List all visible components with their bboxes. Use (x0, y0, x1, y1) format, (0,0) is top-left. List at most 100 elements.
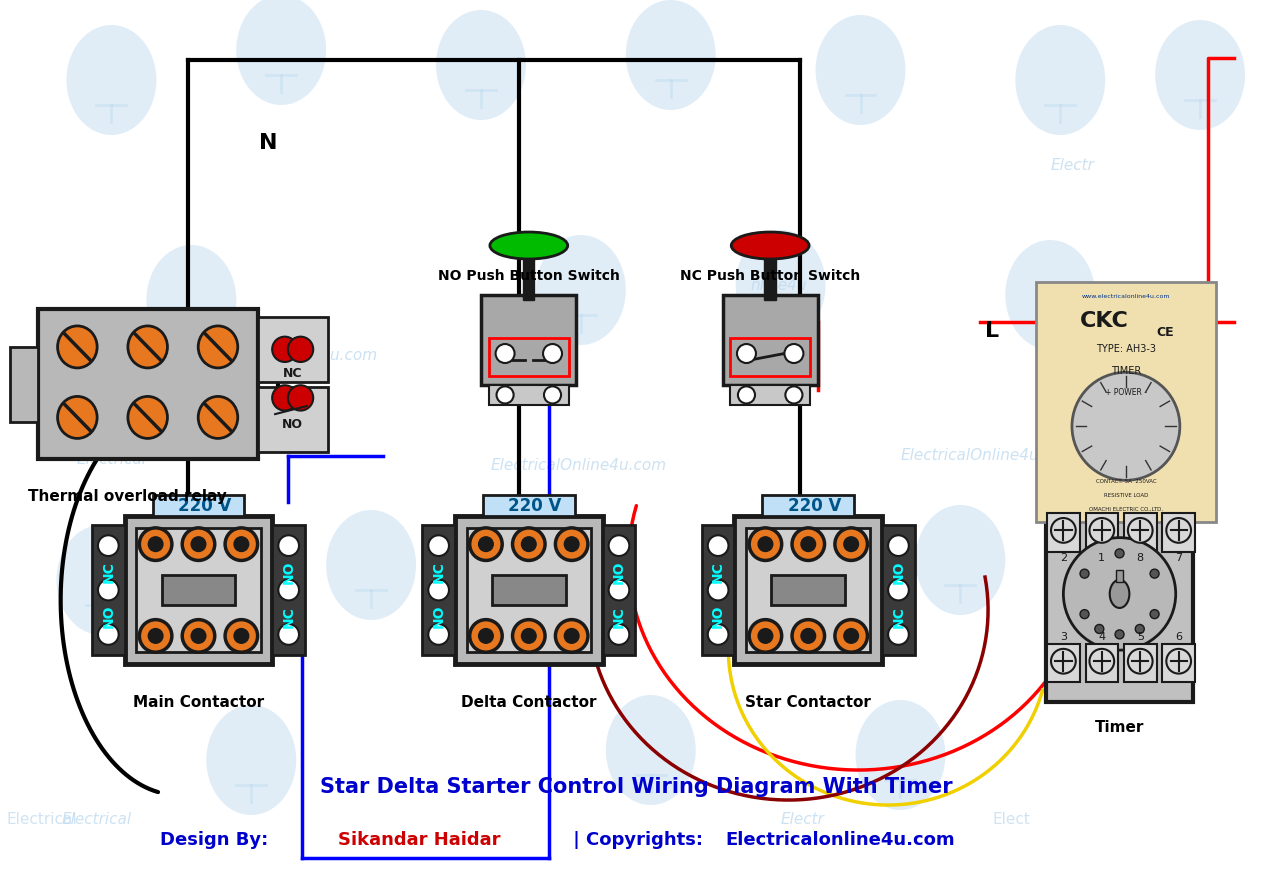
FancyBboxPatch shape (92, 525, 125, 655)
Text: 220 V: 220 V (508, 497, 561, 515)
Text: Star Delta Starter Control Wiring Diagram With Timer: Star Delta Starter Control Wiring Diagra… (321, 777, 953, 797)
Text: Elect: Elect (992, 813, 1030, 828)
Ellipse shape (57, 396, 97, 438)
Circle shape (801, 536, 815, 552)
Circle shape (1051, 649, 1076, 673)
Circle shape (469, 527, 502, 561)
Circle shape (888, 624, 908, 645)
FancyBboxPatch shape (722, 295, 818, 385)
Text: CKC: CKC (1080, 311, 1128, 331)
Text: NC: NC (431, 561, 445, 583)
Ellipse shape (856, 700, 945, 810)
Text: 5: 5 (1137, 632, 1144, 642)
Circle shape (191, 628, 206, 644)
FancyBboxPatch shape (702, 525, 734, 655)
Text: OMACHI ELECTRIC CO.,LTD.: OMACHI ELECTRIC CO.,LTD. (1089, 507, 1163, 512)
FancyBboxPatch shape (125, 516, 272, 664)
Ellipse shape (56, 525, 146, 635)
Text: Design By:: Design By: (160, 831, 275, 849)
Circle shape (1128, 649, 1152, 673)
Text: 2: 2 (1060, 553, 1067, 563)
Circle shape (287, 337, 313, 362)
Text: NC Push Button Switch: NC Push Button Switch (681, 269, 860, 283)
Circle shape (149, 536, 163, 552)
Text: 8: 8 (1137, 553, 1144, 563)
Circle shape (1089, 518, 1114, 543)
Text: ElectricalOnline4u: ElectricalOnline4u (901, 448, 1039, 462)
Circle shape (98, 579, 118, 601)
Text: NC: NC (711, 561, 725, 583)
Text: 4: 4 (1098, 632, 1105, 642)
Ellipse shape (815, 15, 906, 125)
Ellipse shape (1015, 25, 1105, 135)
Text: N: N (259, 133, 277, 153)
Text: Electricalonline4u.com: Electricalonline4u.com (726, 831, 955, 849)
Text: Electrical: Electrical (76, 452, 146, 468)
Circle shape (785, 386, 803, 403)
Circle shape (543, 344, 562, 363)
Circle shape (707, 624, 729, 645)
Circle shape (1166, 518, 1191, 543)
Circle shape (1095, 624, 1104, 634)
FancyBboxPatch shape (153, 495, 244, 516)
FancyBboxPatch shape (467, 527, 591, 653)
Circle shape (608, 536, 630, 556)
Text: Main Contactor: Main Contactor (134, 695, 265, 710)
Circle shape (1136, 624, 1145, 634)
Text: NO: NO (282, 418, 303, 432)
Ellipse shape (128, 396, 168, 438)
Circle shape (279, 536, 299, 556)
FancyBboxPatch shape (771, 575, 846, 605)
FancyBboxPatch shape (734, 516, 883, 664)
Circle shape (738, 386, 756, 403)
Circle shape (544, 386, 561, 403)
Circle shape (279, 624, 299, 645)
Text: Timer: Timer (1095, 720, 1145, 735)
Ellipse shape (735, 230, 826, 340)
Circle shape (1116, 549, 1124, 558)
Ellipse shape (237, 0, 326, 105)
Circle shape (556, 527, 588, 561)
Text: NO Push Button Switch: NO Push Button Switch (438, 269, 619, 283)
Text: 6: 6 (1175, 632, 1182, 642)
FancyBboxPatch shape (38, 309, 257, 460)
Circle shape (556, 620, 588, 653)
FancyBboxPatch shape (272, 525, 305, 655)
Circle shape (182, 527, 215, 561)
Circle shape (1080, 569, 1089, 578)
Ellipse shape (128, 326, 168, 368)
Text: 1: 1 (1098, 553, 1105, 563)
Circle shape (496, 344, 515, 363)
Circle shape (522, 628, 536, 644)
Text: Electr: Electr (1100, 452, 1144, 468)
Circle shape (429, 579, 449, 601)
Circle shape (1080, 610, 1089, 619)
Text: www.electricalonline4u.com: www.electricalonline4u.com (1081, 294, 1170, 299)
Ellipse shape (57, 326, 97, 368)
FancyBboxPatch shape (730, 385, 810, 405)
Circle shape (749, 527, 782, 561)
Circle shape (225, 527, 258, 561)
Circle shape (496, 386, 514, 403)
Text: NO: NO (102, 605, 116, 628)
FancyBboxPatch shape (257, 316, 328, 382)
Circle shape (182, 620, 215, 653)
Text: NO: NO (711, 605, 725, 628)
Circle shape (513, 527, 546, 561)
Ellipse shape (1005, 240, 1095, 350)
Ellipse shape (605, 695, 696, 805)
FancyBboxPatch shape (1163, 513, 1194, 552)
Text: 220 V: 220 V (787, 497, 841, 515)
Text: Delta Contactor: Delta Contactor (460, 695, 597, 710)
FancyBboxPatch shape (1046, 510, 1193, 702)
Text: TYPE: AH3-3: TYPE: AH3-3 (1096, 344, 1156, 355)
Ellipse shape (1109, 580, 1130, 608)
Circle shape (843, 628, 859, 644)
Ellipse shape (916, 505, 1005, 615)
FancyBboxPatch shape (1124, 513, 1156, 552)
Circle shape (272, 385, 298, 410)
Text: NC: NC (281, 606, 295, 628)
Circle shape (287, 385, 313, 410)
FancyBboxPatch shape (1047, 513, 1080, 552)
Circle shape (758, 628, 773, 644)
